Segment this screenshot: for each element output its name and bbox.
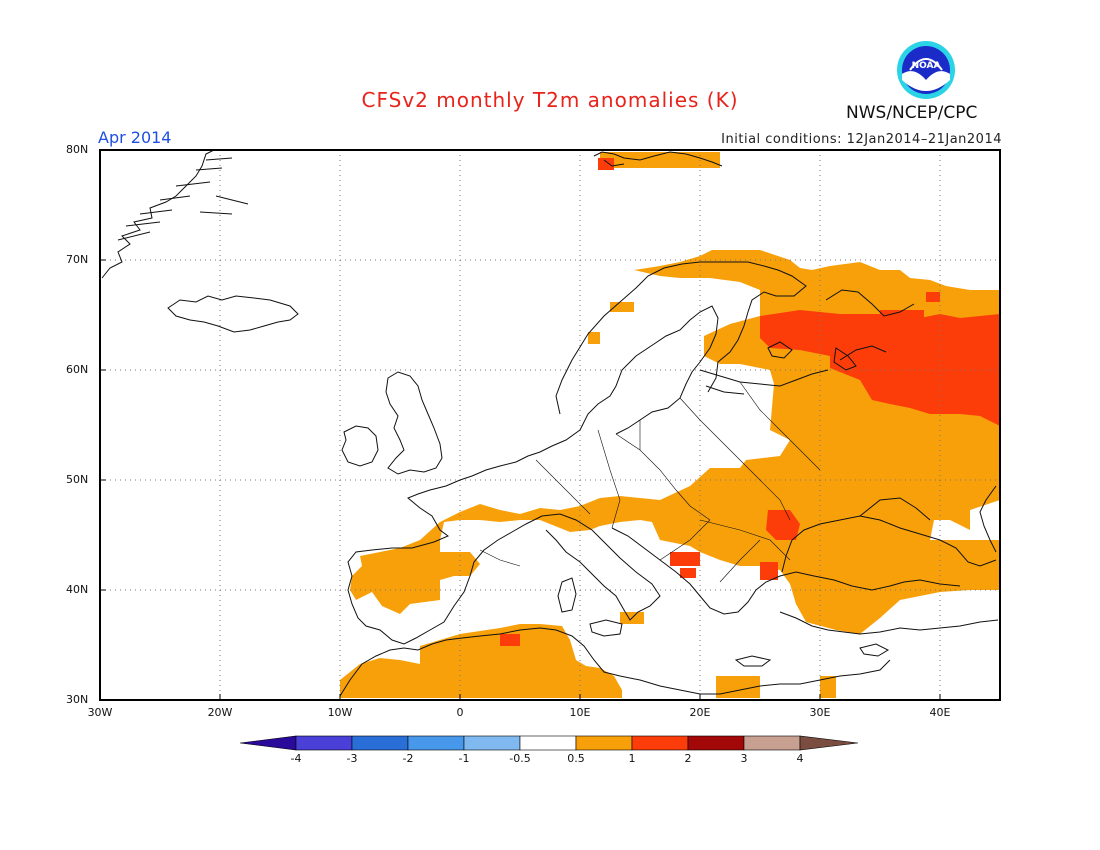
coast-baltic [579, 305, 719, 435]
anomaly-region-1-2 [926, 292, 940, 302]
anomaly-region-1-2 [760, 310, 1000, 426]
colorbar-label: -1 [458, 752, 470, 765]
coast-turkey-south [779, 611, 999, 635]
colorbar-segment [575, 735, 633, 751]
colorbar-right-triangle [799, 735, 859, 751]
anomaly-region-0-5-1 [600, 152, 720, 168]
colorbar-segment [407, 735, 465, 751]
anomaly-fill-layer [340, 152, 1000, 698]
coast-lakes [767, 341, 857, 371]
coast-sicily [589, 619, 623, 637]
anomaly-region-0-5-1 [820, 676, 836, 698]
coast-finland-gulf [699, 369, 829, 395]
graticule [99, 149, 1000, 701]
coast-north-africa [339, 627, 891, 697]
anomaly-region-0-5-1 [420, 624, 622, 698]
coast-italy [541, 513, 661, 621]
coast-great-britain [385, 371, 443, 475]
lat-label: 70N [66, 253, 89, 266]
forecast-month: Apr 2014 [98, 128, 172, 147]
colorbar-segment [351, 735, 409, 751]
colorbar-label: -4 [290, 752, 302, 765]
anomaly-region-1-2 [598, 158, 614, 170]
colorbar-label: 2 [684, 752, 692, 765]
lon-label: 20E [689, 706, 711, 719]
national-borders [479, 381, 821, 583]
anomaly-region-1-2 [500, 634, 520, 646]
agency-label: NWS/NCEP/CPC [846, 103, 978, 123]
colorbar-label: -3 [346, 752, 358, 765]
anomaly-region-0-5-1 [588, 332, 600, 344]
anomaly-region-1-2 [766, 510, 800, 540]
lon-label: 0 [456, 706, 464, 719]
lat-label: 60N [66, 363, 89, 376]
lat-label: 40N [66, 583, 89, 596]
colorbar-segment [519, 735, 577, 751]
colorbar-label: 3 [740, 752, 748, 765]
coast-ireland [341, 425, 379, 467]
coast-greenland [101, 149, 215, 279]
coast-greenland-fjords [117, 157, 249, 241]
lon-label: 10W [327, 706, 353, 719]
colorbar-segment [631, 735, 689, 751]
colorbar-segment [743, 735, 801, 751]
lon-label: 20W [207, 706, 233, 719]
colorbar-label: -2 [402, 752, 414, 765]
anomaly-region-1-2 [680, 568, 696, 578]
coast-black-sea [781, 497, 997, 573]
coast-continent-west [347, 429, 581, 645]
lat-label: 30N [66, 693, 89, 706]
chart-title: CFSv2 monthly T2m anomalies (K) [361, 88, 739, 112]
coast-scandinavia [555, 261, 807, 415]
coast-cyprus [859, 643, 890, 657]
anomaly-region-0-5-1 [610, 302, 634, 312]
colorbar-segment [463, 735, 521, 751]
lon-label: 30W [87, 706, 113, 719]
colorbar-segment [687, 735, 745, 751]
coast-sardinia [557, 577, 577, 613]
logo-text: NOAA [912, 61, 941, 71]
lon-label: 30E [809, 706, 831, 719]
lat-label: 80N [66, 143, 89, 156]
colorbar-label: 1 [628, 752, 636, 765]
noaa-logo-icon: NOAA [897, 41, 955, 99]
colorbar-label: 4 [796, 752, 804, 765]
map-frame [99, 149, 1001, 701]
colorbar-label: 0.5 [567, 752, 585, 765]
lon-label: 40E [929, 706, 951, 719]
anomaly-region-1-2 [760, 562, 778, 580]
coast-crete [734, 655, 772, 667]
colorbar-left-triangle [239, 735, 297, 751]
coast-adriatic-east [611, 527, 961, 615]
anomaly-region-1-2 [670, 552, 700, 566]
coast-caspian [979, 485, 997, 553]
coastlines [101, 149, 999, 697]
colorbar-label: -0.5 [509, 752, 531, 765]
colorbar-segment [295, 735, 353, 751]
lat-label: 50N [66, 473, 89, 486]
initial-conditions: Initial conditions: 12Jan2014–21Jan2014 [721, 132, 1002, 147]
anomaly-region-1-2 [880, 310, 924, 320]
coast-svalbard [593, 151, 723, 167]
anomaly-region-0-5-1 [340, 658, 420, 698]
coast-white-sea [825, 289, 915, 361]
lon-label: 10E [569, 706, 591, 719]
coast-iceland [167, 295, 299, 333]
